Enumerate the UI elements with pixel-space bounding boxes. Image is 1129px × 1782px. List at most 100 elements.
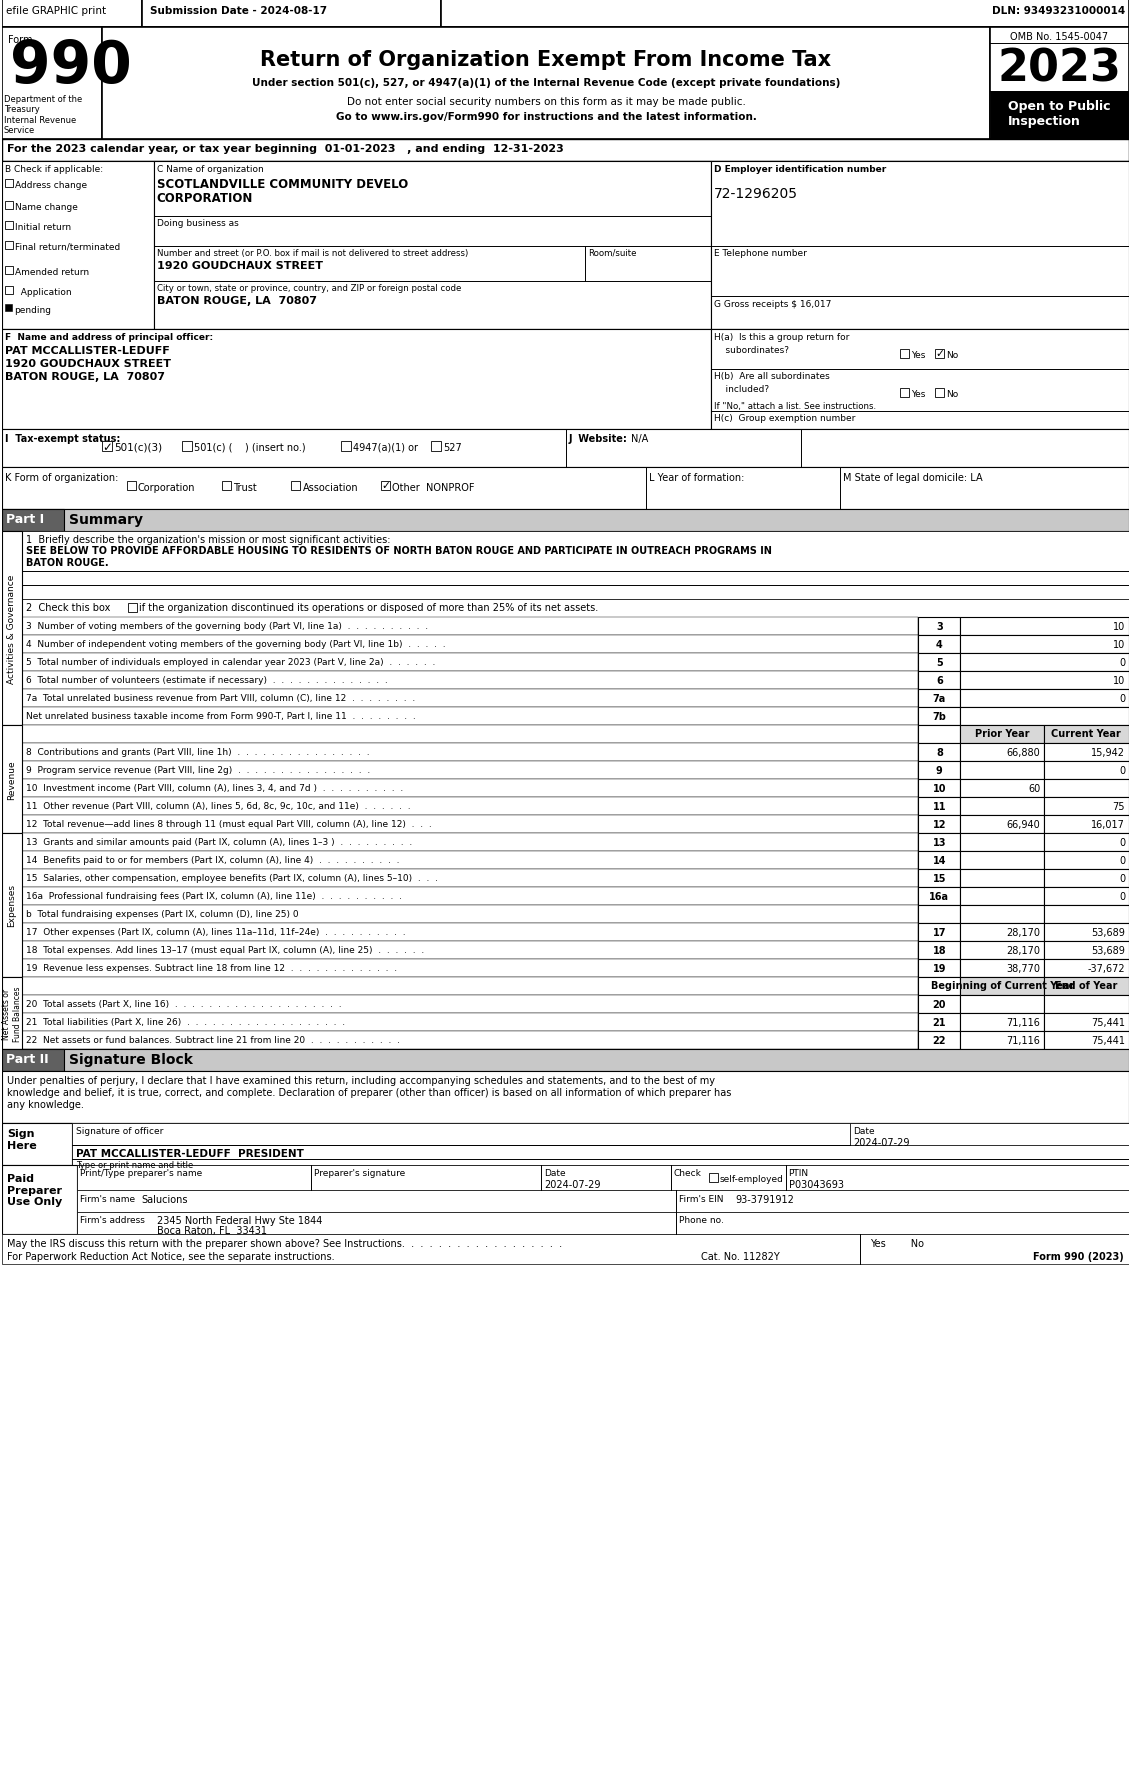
Text: 13: 13 xyxy=(933,838,946,848)
Bar xyxy=(1044,870,1129,887)
Text: 11: 11 xyxy=(933,802,946,811)
Text: 18  Total expenses. Add lines 13–17 (must equal Part IX, column (A), line 25)  .: 18 Total expenses. Add lines 13–17 (must… xyxy=(26,946,425,955)
Bar xyxy=(961,959,1044,978)
Text: BATON ROUGE, LA  70807: BATON ROUGE, LA 70807 xyxy=(5,372,165,381)
Text: 66,940: 66,940 xyxy=(1006,820,1040,830)
Text: I  Tax-exempt status:: I Tax-exempt status: xyxy=(5,433,121,444)
Text: 10: 10 xyxy=(933,784,946,793)
Bar xyxy=(431,442,441,453)
Bar xyxy=(961,1014,1044,1032)
Text: B Check if applicable:: B Check if applicable: xyxy=(5,166,103,175)
Bar xyxy=(21,905,918,923)
Text: Go to www.irs.gov/Form990 for instructions and the latest information.: Go to www.irs.gov/Form990 for instructio… xyxy=(335,112,756,121)
Text: No: No xyxy=(946,390,959,399)
Bar xyxy=(72,1123,850,1146)
Text: P03043693: P03043693 xyxy=(788,1180,843,1189)
Bar xyxy=(961,672,1129,690)
Bar xyxy=(2,725,21,834)
Text: BATON ROUGE, LA  70807: BATON ROUGE, LA 70807 xyxy=(157,296,316,307)
Text: Trust: Trust xyxy=(233,483,256,494)
Bar xyxy=(918,725,961,743)
Text: 0: 0 xyxy=(1119,855,1124,866)
Bar xyxy=(961,816,1044,834)
Bar xyxy=(21,816,918,834)
Bar xyxy=(21,941,918,959)
Text: 28,170: 28,170 xyxy=(1006,927,1040,937)
Text: Prior Year: Prior Year xyxy=(975,729,1030,738)
Bar xyxy=(961,690,1129,707)
Text: Type or print name and title: Type or print name and title xyxy=(76,1160,193,1169)
Bar xyxy=(1044,816,1129,834)
Bar xyxy=(961,887,1044,905)
Bar xyxy=(918,654,961,672)
Text: Preparer's signature: Preparer's signature xyxy=(314,1169,405,1178)
Bar xyxy=(918,887,961,905)
Text: self-employed: self-employed xyxy=(719,1174,784,1183)
Text: 28,170: 28,170 xyxy=(1006,946,1040,955)
Text: b  Total fundraising expenses (Part IX, column (D), line 25) 0: b Total fundraising expenses (Part IX, c… xyxy=(26,909,298,918)
Bar xyxy=(990,29,1129,141)
Text: PAT MCCALLISTER-LEDUFF  PRESIDENT: PAT MCCALLISTER-LEDUFF PRESIDENT xyxy=(76,1148,304,1158)
Text: No: No xyxy=(946,351,959,360)
Bar xyxy=(961,996,1044,1014)
Bar xyxy=(961,978,1044,996)
Text: Return of Organization Exempt From Income Tax: Return of Organization Exempt From Incom… xyxy=(261,50,832,69)
Text: Cat. No. 11282Y: Cat. No. 11282Y xyxy=(701,1251,779,1262)
Bar xyxy=(990,93,1129,141)
Bar xyxy=(711,330,1129,429)
Bar xyxy=(2,978,21,1050)
Bar xyxy=(1044,887,1129,905)
Text: knowledge and belief, it is true, correct, and complete. Declaration of preparer: knowledge and belief, it is true, correc… xyxy=(7,1087,732,1098)
Text: Check: Check xyxy=(674,1169,701,1178)
Text: Number and street (or P.O. box if mail is not delivered to street address): Number and street (or P.O. box if mail i… xyxy=(157,249,467,258)
Bar xyxy=(1044,743,1129,761)
Bar xyxy=(2,0,142,29)
Text: Other  NONPROF: Other NONPROF xyxy=(392,483,475,494)
Bar xyxy=(935,349,944,358)
Bar xyxy=(5,287,12,294)
Bar xyxy=(21,887,918,905)
Text: DLN: 93493231000014: DLN: 93493231000014 xyxy=(991,5,1124,16)
Text: ✓: ✓ xyxy=(382,481,391,492)
Text: BATON ROUGE.: BATON ROUGE. xyxy=(26,558,108,568)
Bar xyxy=(2,467,1129,510)
Bar xyxy=(961,798,1044,816)
Text: 20: 20 xyxy=(933,1000,946,1009)
Text: 4947(a)(1) or: 4947(a)(1) or xyxy=(353,442,419,453)
Bar xyxy=(2,162,154,330)
Text: 14  Benefits paid to or for members (Part IX, column (A), line 4)  .  .  .  .  .: 14 Benefits paid to or for members (Part… xyxy=(26,855,400,864)
Bar xyxy=(961,654,1129,672)
Text: 5  Total number of individuals employed in calendar year 2023 (Part V, line 2a) : 5 Total number of individuals employed i… xyxy=(26,658,436,666)
Text: 66,880: 66,880 xyxy=(1006,748,1040,757)
Bar xyxy=(918,941,961,959)
Bar xyxy=(961,779,1044,798)
Text: 93-3791912: 93-3791912 xyxy=(736,1194,795,1205)
Bar xyxy=(918,834,961,852)
Text: 75,441: 75,441 xyxy=(1091,1018,1124,1028)
Bar xyxy=(901,349,909,358)
Text: 9: 9 xyxy=(936,766,943,775)
Bar xyxy=(77,1190,1129,1212)
Text: subordinates?: subordinates? xyxy=(714,346,789,355)
Bar xyxy=(918,905,961,923)
Text: PTIN: PTIN xyxy=(788,1169,808,1178)
Text: 16a  Professional fundraising fees (Part IX, column (A), line 11e)  .  .  .  .  : 16a Professional fundraising fees (Part … xyxy=(26,891,402,900)
Text: For the 2023 calendar year, or tax year beginning  01-01-2023   , and ending  12: For the 2023 calendar year, or tax year … xyxy=(7,144,563,153)
Bar xyxy=(2,1071,1129,1123)
Bar xyxy=(128,604,137,613)
Bar xyxy=(2,330,711,429)
Text: 7b: 7b xyxy=(933,711,946,722)
Bar xyxy=(1044,761,1129,779)
Text: 21  Total liabilities (Part X, line 26)  .  .  .  .  .  .  .  .  .  .  .  .  .  : 21 Total liabilities (Part X, line 26) .… xyxy=(26,1018,345,1026)
Bar xyxy=(2,29,102,141)
Text: 2345 North Federal Hwy Ste 1844: 2345 North Federal Hwy Ste 1844 xyxy=(157,1215,322,1226)
Text: 10: 10 xyxy=(1113,675,1124,686)
Text: 527: 527 xyxy=(444,442,462,453)
Text: N/A: N/A xyxy=(631,433,648,444)
Text: 7a: 7a xyxy=(933,693,946,704)
Bar xyxy=(441,0,1129,29)
Bar xyxy=(961,618,1129,636)
Text: Summary: Summary xyxy=(69,513,143,527)
Text: 2024-07-29: 2024-07-29 xyxy=(854,1137,910,1148)
Bar xyxy=(2,29,1129,141)
